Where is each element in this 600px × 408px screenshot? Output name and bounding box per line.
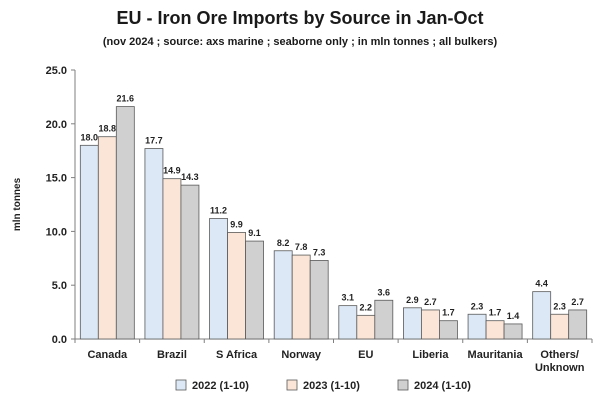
bar-2023-1-10- [421, 309, 440, 340]
legend-swatch [286, 379, 298, 391]
x-tick-label: Mauritania [468, 349, 524, 361]
bar-2023-1-10- [550, 313, 570, 340]
y-tick-label: 5.0 [52, 280, 67, 292]
bar-2024-1-10- [115, 106, 135, 340]
data-label: 2.3 [471, 301, 484, 311]
data-label: 14.9 [163, 166, 181, 176]
legend-label: 2023 (1-10) [303, 380, 360, 392]
data-label: 3.6 [378, 287, 391, 297]
bar-2023-1-10- [356, 314, 376, 340]
data-label: 4.4 [535, 279, 548, 289]
data-label: 2.2 [360, 302, 373, 312]
data-label: 18.8 [99, 124, 117, 134]
x-tick-label: Canada [87, 349, 128, 361]
data-label: 2.9 [406, 295, 419, 305]
y-tick-label: 10.0 [46, 226, 67, 238]
bar-2022-1-10- [338, 305, 358, 340]
legend-swatch [397, 379, 409, 391]
bar-2024-1-10- [439, 320, 458, 340]
y-tick-label: 15.0 [46, 173, 67, 185]
x-tick-label: Liberia [412, 349, 449, 361]
data-label: 9.9 [230, 219, 243, 229]
bar-2023-1-10- [97, 136, 117, 340]
data-label: 11.2 [210, 205, 227, 215]
data-label: 2.7 [571, 297, 584, 307]
legend-label: 2024 (1-10) [414, 380, 471, 392]
data-label: 18.0 [81, 132, 99, 142]
bar-2022-1-10- [79, 144, 99, 340]
bar-2022-1-10- [467, 313, 487, 340]
x-tick-label: S Africa [216, 349, 258, 361]
x-tick-label: EU [358, 349, 373, 361]
data-label: 3.1 [342, 293, 355, 303]
legend-label: 2022 (1-10) [192, 380, 249, 392]
bar-2024-1-10- [309, 260, 329, 340]
x-tick-label: Norway [281, 349, 322, 361]
bar-2022-1-10- [209, 218, 228, 340]
data-label: 21.6 [117, 94, 135, 104]
y-tick-label: 25.0 [46, 65, 67, 77]
bar-2022-1-10- [403, 307, 422, 340]
data-label: 17.7 [145, 136, 163, 146]
bar-2024-1-10- [180, 184, 200, 340]
y-axis-title: mln tonnes [12, 177, 23, 231]
bar-2024-1-10- [374, 299, 394, 340]
bar-2023-1-10- [291, 254, 311, 340]
chart-title: EU - Iron Ore Imports by Source in Jan-O… [116, 8, 484, 28]
legend-swatch [175, 379, 187, 391]
bar-2022-1-10- [273, 250, 293, 340]
data-label: 14.3 [181, 172, 199, 182]
data-label: 9.1 [248, 228, 261, 238]
chart-subtitle: (nov 2024 ; source: axs marine ; seaborn… [102, 36, 498, 48]
data-label: 7.8 [295, 242, 308, 252]
bar-2024-1-10- [245, 240, 264, 340]
data-label: 2.7 [424, 297, 437, 307]
bar-2022-1-10- [144, 148, 164, 340]
x-tick-label: Brazil [157, 349, 187, 361]
bar-2023-1-10- [485, 320, 505, 340]
bar-2022-1-10- [532, 291, 552, 340]
y-tick-label: 20.0 [46, 119, 67, 131]
data-label: 1.7 [442, 308, 455, 318]
data-label: 7.3 [313, 247, 326, 257]
bar-2023-1-10- [162, 178, 182, 340]
data-label: 1.4 [507, 311, 520, 321]
bar-2024-1-10- [568, 309, 588, 340]
bar-2024-1-10- [503, 323, 523, 340]
data-label: 2.3 [553, 301, 566, 311]
bar-2023-1-10- [227, 232, 246, 340]
data-label: 1.7 [489, 308, 502, 318]
y-tick-label: 0.0 [52, 334, 67, 346]
x-tick-label: Others/Unknown [535, 349, 585, 374]
data-label: 8.2 [277, 238, 290, 248]
